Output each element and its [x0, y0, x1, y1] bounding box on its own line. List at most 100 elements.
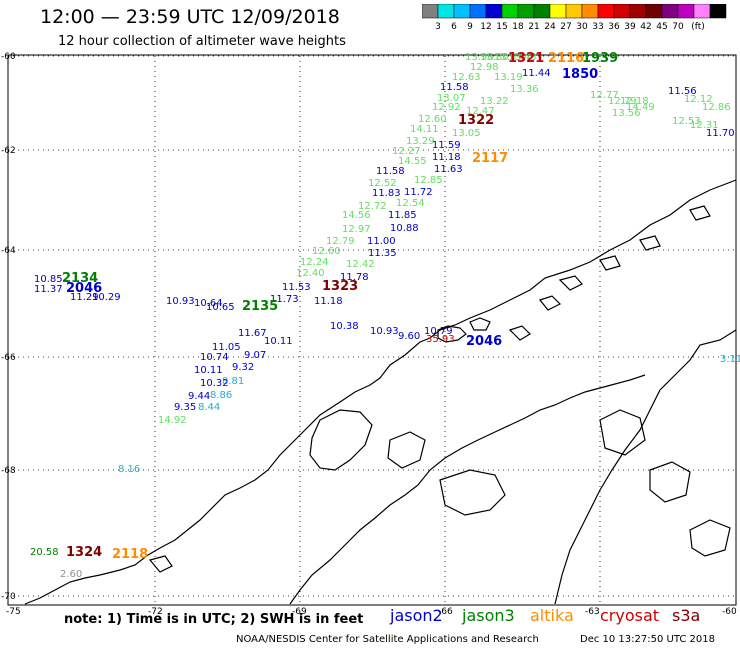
- footer-note: note: 1) Time is in UTC; 2) SWH is in fe…: [64, 612, 364, 627]
- wave-height-value: 12.86: [702, 102, 731, 113]
- lon-label: -60: [722, 607, 737, 617]
- wave-height-value: 13.07: [437, 93, 466, 104]
- color-scale-swatch: [581, 4, 599, 19]
- page-title: 12:00 — 23:59 UTC 12/09/2018: [40, 6, 340, 28]
- pass-time-label: 1322: [458, 113, 494, 128]
- wave-height-value: 11.73: [270, 294, 299, 305]
- credit-text: NOAA/NESDIS Center for Satellite Applica…: [236, 634, 539, 645]
- color-scale-swatch: [517, 4, 535, 19]
- wave-height-value: 13.63: [494, 52, 523, 63]
- wave-height-value: 13.36: [510, 84, 539, 95]
- wave-height-value: 12.27: [392, 146, 421, 157]
- wave-height-value: 11.67: [238, 328, 267, 339]
- color-scale-swatch: [613, 4, 631, 19]
- wave-height-value: 10.65: [206, 302, 235, 313]
- color-scale-swatch: [677, 4, 695, 19]
- wave-height-value: 12.85: [414, 175, 443, 186]
- wave-height-value: 12.60: [312, 246, 341, 257]
- wave-height-value: 11.58: [376, 166, 405, 177]
- wave-height-value: 13.19: [494, 72, 523, 83]
- wave-height-value: 9.35: [174, 402, 196, 413]
- color-scale-swatch: [437, 4, 455, 19]
- wave-height-value: 10.11: [194, 365, 223, 376]
- color-scale-tick-label: 33: [592, 22, 604, 32]
- pass-time-label: 2117: [472, 151, 508, 166]
- color-scale-tick-label: (ft): [691, 22, 705, 32]
- wave-height-value: 8.16: [118, 464, 140, 475]
- color-scale-swatch: [565, 4, 583, 19]
- wave-height-value: 11.63: [434, 164, 463, 175]
- wave-height-value: 12.24: [300, 257, 329, 268]
- legend-cryosat: cryosat: [600, 606, 660, 625]
- wave-height-value: 12.77: [590, 90, 619, 101]
- wave-height-value: 12.79: [326, 236, 355, 247]
- wave-height-value: 13.80: [480, 52, 509, 63]
- wave-height-value: 10.88: [390, 223, 419, 234]
- lat-label: -68: [1, 466, 16, 476]
- wave-height-value: 35.93: [426, 334, 455, 345]
- color-scale-tick-label: 30: [576, 22, 588, 32]
- color-scale-swatch: [453, 4, 471, 19]
- wave-height-value: 11.58: [440, 82, 469, 93]
- wave-height-value: 8.81: [222, 376, 244, 387]
- wave-height-value: 10.64: [194, 298, 223, 309]
- color-scale-tick-label: 36: [608, 22, 620, 32]
- wave-height-value: 11.72: [404, 187, 433, 198]
- pass-time-label: 1324: [66, 545, 102, 560]
- color-scale-swatch: [629, 4, 647, 19]
- wave-height-value: 12.52: [368, 178, 397, 189]
- wave-height-value: 11.83: [372, 188, 401, 199]
- pass-time-label: 2135: [242, 299, 278, 314]
- wave-height-value: 11.18: [432, 152, 461, 163]
- wave-height-value: 11.44: [522, 68, 551, 79]
- color-scale-swatch: [549, 4, 567, 19]
- wave-height-value: 13.29: [406, 136, 435, 147]
- wave-height-value: 12.98: [470, 62, 499, 73]
- color-scale-swatch: [485, 4, 503, 19]
- wave-height-value: 11.00: [367, 236, 396, 247]
- wave-height-value: 12.79: [608, 96, 637, 107]
- wave-height-value: 12.47: [466, 106, 495, 117]
- wave-height-value: 11.35: [368, 248, 397, 259]
- color-scale-tick-label: 27: [560, 22, 572, 32]
- wave-height-value: 12.92: [432, 102, 461, 113]
- pass-time-label: 2046: [66, 281, 102, 296]
- wave-height-value: 12.97: [342, 224, 371, 235]
- pass-time-label: 2134: [62, 271, 98, 286]
- color-scale-swatch: [533, 4, 551, 19]
- wave-height-value: 8.86: [210, 390, 232, 401]
- wave-height-value: 12.60: [418, 114, 447, 125]
- wave-height-value: 9.44: [188, 391, 210, 402]
- wave-height-value: 3.11: [720, 354, 740, 365]
- lon-label: -66: [438, 607, 453, 617]
- page-subtitle: 12 hour collection of altimeter wave hei…: [58, 34, 346, 49]
- color-scale-tick-label: 9: [467, 22, 473, 32]
- color-scale-tick-label: 45: [656, 22, 668, 32]
- color-scale-swatch: [501, 4, 519, 19]
- wave-height-value: 13.56: [612, 108, 641, 119]
- wave-height-value: 13.43: [508, 52, 537, 63]
- lat-label: -70: [1, 592, 16, 602]
- wave-height-value: 9.07: [244, 350, 266, 361]
- wave-height-value: 10.85: [34, 274, 63, 285]
- lat-label: -62: [1, 146, 16, 156]
- color-scale-tick-label: 42: [640, 22, 652, 32]
- coastline: [24, 179, 737, 605]
- time-labels: 1321 211619391850132221171323213420462135…: [62, 51, 618, 562]
- wave-height-value: 12.31: [690, 120, 719, 131]
- color-scale-bar: [422, 4, 727, 19]
- lat-label: -60: [1, 52, 16, 62]
- wave-height-value: 11.53: [282, 282, 311, 293]
- wave-height-value: 13.05: [452, 128, 481, 139]
- wave-height-value: 11.85: [388, 210, 417, 221]
- wave-height-value: 9.32: [232, 362, 254, 373]
- wave-height-value: 11.37: [34, 284, 63, 295]
- pass-time-label: 2116: [548, 51, 584, 66]
- wave-height-value: 11.56: [668, 86, 697, 97]
- generation-date: Dec 10 13:27:50 UTC 2018: [580, 634, 715, 645]
- legend-jason3: jason3: [462, 606, 515, 625]
- wave-height-value: 12.40: [296, 268, 325, 279]
- wave-height-value: 10.29: [92, 292, 121, 303]
